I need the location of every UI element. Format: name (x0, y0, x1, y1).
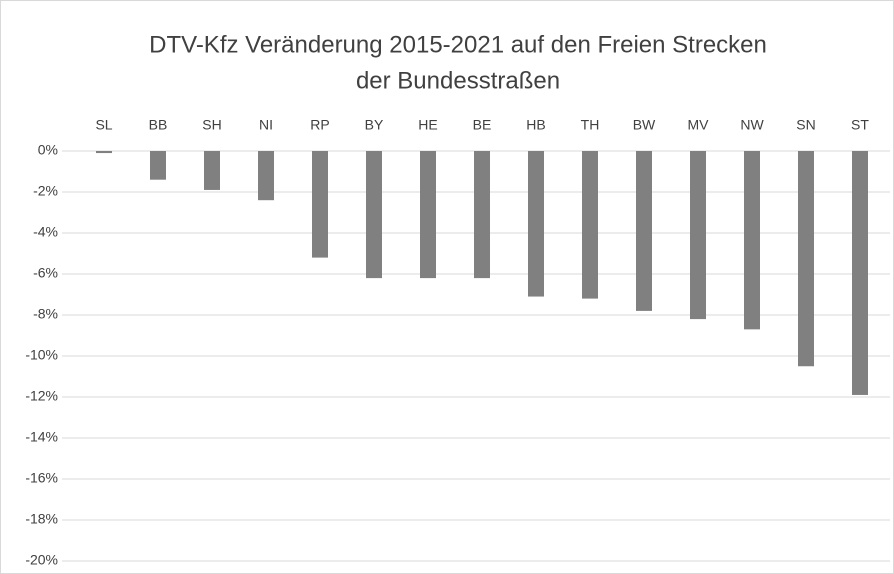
bar (690, 151, 706, 320)
bar (204, 151, 220, 190)
chart-title: DTV-Kfz Veränderung 2015-2021 auf den Fr… (149, 31, 767, 58)
bar (96, 151, 112, 154)
bar (852, 151, 868, 395)
y-tick-label: -6% (33, 265, 58, 281)
x-tick-label: SN (796, 117, 815, 133)
x-tick-label: TH (581, 117, 600, 133)
bar (798, 151, 814, 367)
x-tick-label: NI (259, 117, 273, 133)
bar (420, 151, 436, 279)
bar (312, 151, 328, 258)
x-tick-label: MV (688, 117, 710, 133)
bar (528, 151, 544, 297)
y-tick-label: -14% (25, 429, 58, 445)
x-tick-label: BB (149, 117, 168, 133)
bar (744, 151, 760, 330)
bar (258, 151, 274, 201)
bar (636, 151, 652, 311)
x-tick-label: BY (365, 117, 384, 133)
y-tick-label: -8% (33, 306, 58, 322)
y-tick-label: -12% (25, 388, 58, 404)
y-tick-label: -16% (25, 470, 58, 486)
y-tick-label: -20% (25, 552, 58, 568)
x-tick-label: NW (740, 117, 764, 133)
bar (150, 151, 166, 180)
bar (582, 151, 598, 299)
y-tick-label: 0% (38, 142, 58, 158)
x-tick-label: SH (202, 117, 221, 133)
x-tick-label: HB (526, 117, 545, 133)
bar (474, 151, 490, 279)
y-tick-label: -2% (33, 183, 58, 199)
x-tick-label: RP (310, 117, 329, 133)
x-tick-label: BW (633, 117, 656, 133)
x-tick-label: HE (418, 117, 437, 133)
x-tick-label: SL (95, 117, 112, 133)
y-tick-label: -4% (33, 224, 58, 240)
x-tick-label: ST (851, 117, 869, 133)
bar (366, 151, 382, 279)
x-tick-label: BE (473, 117, 492, 133)
chart-title: der Bundesstraßen (356, 67, 560, 94)
y-tick-label: -10% (25, 347, 58, 363)
y-tick-label: -18% (25, 511, 58, 527)
